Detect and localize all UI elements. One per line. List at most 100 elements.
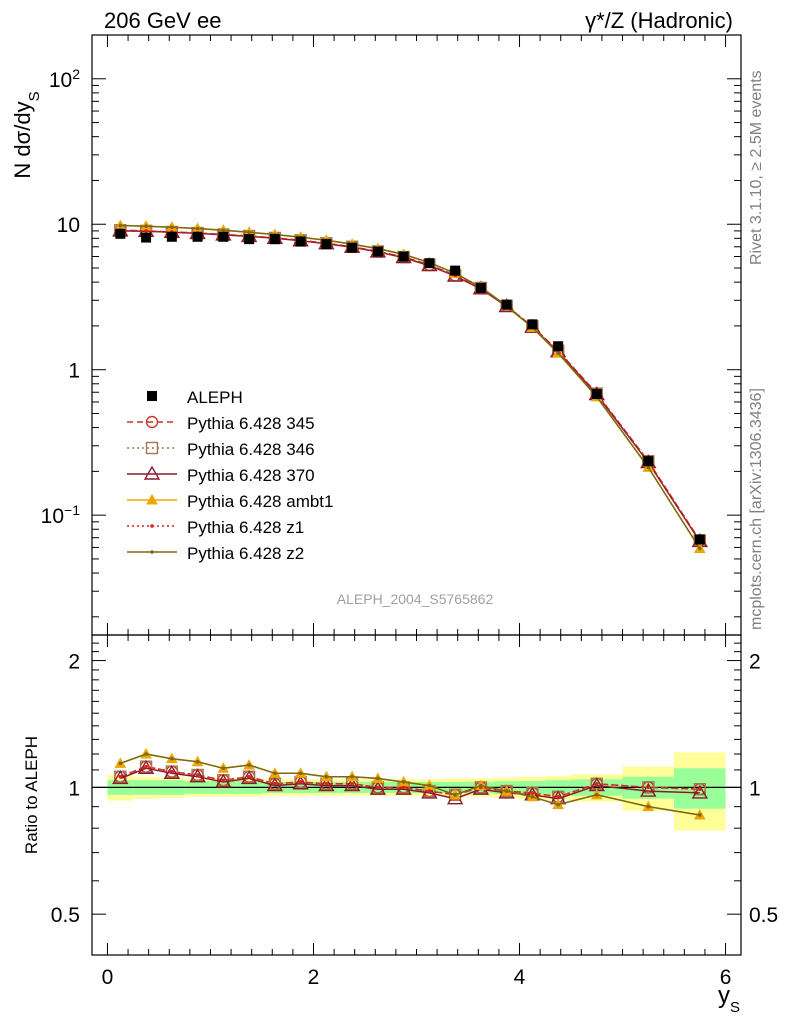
series-point-5 [144, 224, 148, 228]
ratio-point-5 [479, 783, 483, 788]
ratio-point-5 [453, 793, 457, 797]
ratio-point-5 [646, 804, 651, 809]
ratio-point-4 [298, 780, 303, 784]
ratio-panel: 0 2 4 6 0.5 0.5 1 1 2 2 [51, 634, 778, 989]
legend-marker [145, 415, 159, 429]
series-point-5 [247, 230, 251, 235]
y-tick-label: 1 [68, 777, 80, 800]
series-point-5 [556, 351, 560, 355]
ratio-point-2 [691, 784, 709, 799]
data-point [591, 389, 602, 400]
data-point [115, 228, 126, 239]
series-point-5 [697, 546, 702, 551]
x-tick-label: 2 [308, 966, 320, 989]
ratio-point-4 [118, 774, 123, 779]
ratio-point-2 [189, 768, 206, 783]
series-point-4 [144, 229, 148, 233]
ratio-point-5 [594, 793, 599, 797]
x-tick-label: 4 [514, 966, 526, 989]
data-point [244, 234, 255, 245]
ratio-point-5 [376, 776, 380, 781]
data-point [372, 246, 383, 257]
ratio-line-4 [120, 765, 700, 798]
y-axis-label-main: N dσ/dyS [10, 91, 43, 178]
data-point [527, 319, 538, 330]
ratio-point-4 [221, 778, 226, 782]
watermark-label: ALEPH_2004_S5765862 [337, 591, 494, 607]
series-point-5 [170, 225, 174, 229]
main-panel: 102 10 1 10−1 [41, 34, 742, 636]
legend-marker [145, 441, 159, 455]
ratio-point-5 [504, 789, 509, 793]
ratio-line-2 [120, 767, 700, 800]
ratio-point-5 [298, 771, 303, 776]
legend-marker [147, 391, 157, 401]
ratio-point-2 [421, 784, 438, 799]
ratio-point-4 [530, 791, 535, 795]
y-axis-label-ratio: Ratio to ALEPH [22, 736, 41, 854]
data-point [424, 258, 435, 269]
y-tick-label: 0.5 [51, 904, 80, 927]
legend-marker [150, 550, 154, 554]
y-tick-label-right: 0.5 [749, 904, 778, 927]
ratio-point-2 [343, 777, 361, 792]
data-point [450, 265, 461, 276]
ratio-point-4 [350, 781, 354, 786]
data-point [166, 231, 177, 242]
ratio-point-4 [324, 781, 329, 786]
ratio-point-5 [324, 774, 329, 779]
legend-label: ALEPH [187, 388, 243, 407]
ratio-point-4 [273, 781, 277, 786]
y-tick-label: 1 [68, 360, 80, 383]
data-point [643, 456, 654, 467]
x-axis-label: yS [718, 982, 740, 1016]
ratio-point-5 [697, 813, 702, 817]
ratio-point-5 [247, 763, 251, 767]
data-point [141, 232, 152, 243]
y-tick-label: 102 [49, 66, 80, 92]
ratio-point-5 [530, 794, 535, 799]
legend-label: Pythia 6.428 370 [187, 466, 315, 485]
ratio-point-5 [221, 766, 226, 771]
rivet-label: Rivet 3.1.10, ≥ 2.5M events [748, 70, 765, 265]
x-tick-label: 0 [102, 966, 114, 989]
y-tick-label: 2 [68, 651, 80, 674]
ratio-point-4 [401, 785, 406, 790]
ratio-point-5 [170, 756, 174, 761]
ratio-point-4 [195, 773, 200, 777]
legend-marker [143, 465, 161, 480]
ratio-point-1 [693, 783, 706, 796]
series-point-5 [118, 223, 123, 228]
ratio-point-4 [697, 787, 702, 792]
data-point [694, 534, 705, 545]
ratio-point-5 [195, 760, 200, 764]
header-left: 206 GeV ee [104, 8, 221, 33]
legend-label: Pythia 6.428 ambt1 [187, 492, 333, 511]
ratio-point-2 [369, 780, 387, 795]
data-point [475, 282, 486, 293]
data-point [218, 231, 229, 242]
legend-marker [150, 524, 154, 528]
data-point [553, 341, 564, 352]
ratio-point-4 [247, 774, 251, 779]
y-tick-label: 10−1 [41, 502, 81, 528]
legend-label: Pythia 6.428 345 [187, 414, 315, 433]
y-tick-label-right: 2 [749, 651, 761, 674]
series-point-5 [195, 226, 200, 231]
data-point [269, 234, 280, 245]
ratio-point-5 [350, 774, 354, 779]
ratio-point-4 [646, 785, 651, 790]
legend-label: Pythia 6.428 z2 [187, 544, 304, 563]
ratio-point-4 [376, 785, 380, 790]
y-tick-label: 10 [57, 214, 80, 237]
ratio-point-4 [594, 781, 599, 786]
series-point-5 [221, 228, 226, 233]
legend-label: Pythia 6.428 z1 [187, 518, 304, 537]
series-line-4 [120, 229, 701, 541]
data-point [192, 231, 203, 242]
ratio-point-2 [318, 777, 335, 792]
data-point [347, 242, 358, 253]
ratio-point-2 [112, 770, 129, 785]
ratio-point-5 [273, 771, 277, 776]
